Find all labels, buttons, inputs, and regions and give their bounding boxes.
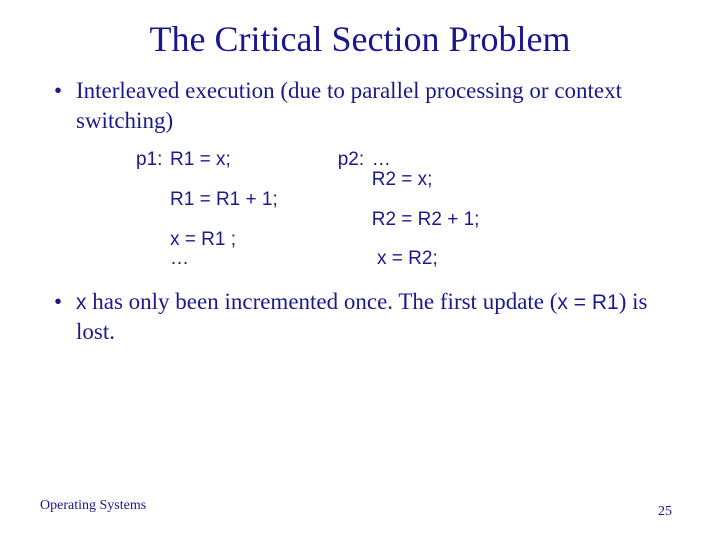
footer-page-number: 25 (658, 504, 672, 520)
footer-left: Operating Systems (40, 498, 146, 514)
p1-line-6: … (170, 248, 189, 269)
code-col-p2: p2:… R2 = x; R2 = R2 + 1; x = R2; (338, 150, 480, 270)
bullet-item-2: x has only been incremented once. The fi… (48, 287, 672, 347)
bullet-list: Interleaved execution (due to parallel p… (48, 76, 672, 347)
bullet-2-code: x = R1 (557, 291, 618, 314)
p2-line-6: x = R2; (372, 248, 438, 269)
slide-title: The Critical Section Problem (48, 18, 672, 60)
bullet-item-1: Interleaved execution (due to parallel p… (48, 76, 672, 269)
bullet-1-text: Interleaved execution (due to parallel p… (76, 78, 622, 133)
p1-line-1: R1 = x; (170, 149, 231, 170)
p2-line-4: R2 = R2 + 1; (372, 209, 480, 230)
p1-label: p1: (136, 150, 170, 170)
p2-label: p2: (338, 150, 372, 170)
code-columns: p1:R1 = x; R1 = R1 + 1; x = R1 ; … p2:… … (136, 150, 672, 270)
slide: The Critical Section Problem Interleaved… (0, 0, 720, 540)
code-col-p1: p1:R1 = x; R1 = R1 + 1; x = R1 ; … (136, 150, 278, 270)
p1-line-5: x = R1 ; (170, 229, 236, 250)
bullet-2-mid: has only been incremented once. The firs… (87, 289, 558, 314)
p1-line-3: R1 = R1 + 1; (170, 189, 278, 210)
p2-line-1: … (372, 149, 391, 170)
bullet-2-pre: x (76, 291, 87, 314)
p2-line-2: R2 = x; (372, 169, 433, 190)
code-block: p1:R1 = x; R1 = R1 + 1; x = R1 ; … p2:… … (76, 150, 672, 270)
